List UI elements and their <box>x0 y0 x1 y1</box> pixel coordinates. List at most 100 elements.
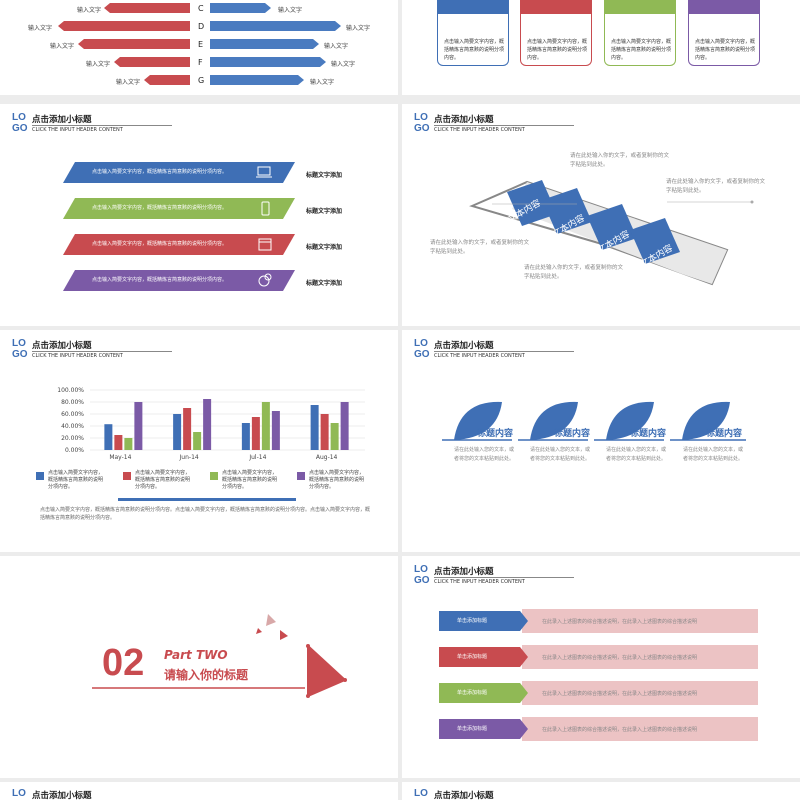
page-subtitle: CLICK THE INPUT HEADER CONTENT <box>434 351 574 359</box>
legend-text: 点击输入简要文字内容，概括精炼言简意赅的说明分项内容。 <box>135 470 191 490</box>
bar <box>251 417 260 450</box>
bar <box>193 432 202 450</box>
bar <box>104 424 113 450</box>
bar <box>261 402 270 450</box>
bar-text: 点击输入简要文字内容，概括精炼言简意赅的说明分项内容。 <box>92 169 228 175</box>
bar <box>271 411 280 450</box>
y-tick-label: 20.00% <box>61 435 84 442</box>
x-tick-label: Jun-14 <box>179 454 199 461</box>
section-title: 请输入你的标题 <box>164 668 249 682</box>
left-arrow-c <box>104 3 190 13</box>
right-label: 输入文字 <box>324 43 349 50</box>
y-tick-label: 100.00% <box>57 387 84 394</box>
x-tick-label: Aug-14 <box>316 454 338 461</box>
slide-8[interactable]: LO GO 点击添加小标题 CLICK THE INPUT HEADER CONT… <box>402 556 800 778</box>
section-number: 02 <box>102 642 145 684</box>
small-triangle-icon <box>256 628 262 634</box>
desc-text: 请在此处输入你的文字，或者复制你的文字粘贴到此处。 <box>570 153 670 168</box>
bar-text: 点击输入简要文字内容，概括精炼言简意赅的说明分项内容。 <box>92 277 228 283</box>
bar <box>340 402 349 450</box>
right-label: 输入文字 <box>278 7 303 14</box>
bar-text: 点击输入简要文字内容，概括精炼言简意赅的说明分项内容。 <box>92 205 228 211</box>
slide-3[interactable]: LO GO 点击添加小标题 CLICK THE INPUT HEADER CONT… <box>0 104 398 326</box>
page-title: 点击添加小标题 <box>32 791 92 800</box>
phone-icon <box>261 201 270 216</box>
leaf-desc: 请在此处输入您的文本，或者将您的文本粘贴到此处。 <box>454 447 515 462</box>
tab-rows <box>439 609 758 741</box>
page-subtitle: CLICK THE INPUT HEADER CONTENT <box>434 577 574 585</box>
bar-text: 点击输入简要文字内容，概括精炼言简意赅的说明分项内容。 <box>92 241 228 247</box>
logo: LO <box>12 788 26 799</box>
right-arrow-e <box>210 39 319 49</box>
bar <box>183 408 192 450</box>
leaf-icon <box>594 401 664 441</box>
logo: LO GO <box>414 564 430 586</box>
slide-5[interactable]: LO GO 点击添加小标题 CLICK THE INPUT HEADER CONT… <box>0 330 398 552</box>
row-label: 标题文字添加 <box>306 244 343 251</box>
page-title: 点击添加小标题 <box>434 115 494 125</box>
tab-button[interactable]: 单击添加标题 <box>457 726 488 732</box>
slide-4[interactable]: LO GO 点击添加小标题 CLICK THE INPUT HEADER CONT… <box>402 104 800 326</box>
logo: LO GO <box>414 112 430 134</box>
leaf-title: 标题内容 <box>630 429 667 439</box>
left-label: 输入文字 <box>77 7 102 14</box>
bar <box>320 414 329 450</box>
leaf-icon <box>518 401 588 441</box>
arrow-rows <box>58 3 341 85</box>
slide-2[interactable]: 点击输入简要文字内容，概括精炼言简意赅的说明分项内容。 点击输入简要文字内容，概… <box>402 0 800 95</box>
left-arrow-g <box>144 75 190 85</box>
page-title: 点击添加小标题 <box>434 567 494 577</box>
right-arrow-c <box>210 3 271 13</box>
tab-text: 在此录入上述图表的综合描述说明，在此录入上述图表的综合描述说明 <box>542 619 698 625</box>
y-tick-label: 0.00% <box>65 447 84 454</box>
slide-10[interactable]: LO 点击添加小标题 <box>402 782 800 800</box>
logo: LO <box>414 788 428 799</box>
y-tick-label: 60.00% <box>61 411 84 418</box>
small-triangle-icon <box>280 630 288 640</box>
row-label: 标题文字添加 <box>306 208 343 215</box>
bar <box>124 438 133 450</box>
note-text: 点击输入简要文字内容，概括精炼言简意赅的说明分项内容。点击输入简要文字内容，概括… <box>40 507 371 521</box>
leaf-title: 标题内容 <box>477 429 514 439</box>
letter: F <box>198 58 203 67</box>
leaves <box>442 401 746 441</box>
letter: E <box>198 40 204 49</box>
page-title: 点击添加小标题 <box>32 341 92 351</box>
leaf-desc: 请在此处输入您的文本，或者将您的文本粘贴到此处。 <box>683 447 744 462</box>
page-subtitle: CLICK THE INPUT HEADER CONTENT <box>434 125 574 133</box>
leaf-desc: 请在此处输入您的文本，或者将您的文本粘贴到此处。 <box>606 447 667 462</box>
leaf-desc: 请在此处输入您的文本，或者将您的文本粘贴到此处。 <box>530 447 591 462</box>
slide-7[interactable]: 02 Part TWO 请输入你的标题 <box>0 556 398 778</box>
recycle-icon <box>258 273 272 287</box>
tab-button[interactable]: 单击添加标题 <box>457 654 488 660</box>
y-tick-label: 80.00% <box>61 399 84 406</box>
tab-text: 在此录入上述图表的综合描述说明，在此录入上述图表的综合描述说明 <box>542 691 698 697</box>
letter: C <box>198 4 204 13</box>
triangle-icon <box>307 645 346 697</box>
legend-text: 点击输入简要文字内容，概括精炼言简意赅的说明分项内容。 <box>222 470 278 490</box>
leaf-icon <box>670 401 746 441</box>
bar <box>173 414 182 450</box>
bar <box>114 435 123 450</box>
bar <box>241 423 250 450</box>
page-subtitle: CLICK THE INPUT HEADER CONTENT <box>32 351 172 359</box>
card-red: 点击输入简要文字内容，概括精炼言简意赅的说明分项内容。 <box>520 0 592 66</box>
parallelogram-bars <box>63 162 295 291</box>
row-label: 标题文字添加 <box>306 280 343 287</box>
bar <box>310 405 319 450</box>
tab-text: 在此录入上述图表的综合描述说明，在此录入上述图表的综合描述说明 <box>542 655 698 661</box>
card-text: 点击输入简要文字内容，概括精炼言简意赅的说明分项内容。 <box>695 39 756 61</box>
slide-1[interactable]: 输入文字 输入文字 输入文字 输入文字 输入文字 C D E F G 输入文字 … <box>0 0 398 95</box>
legend-text: 点击输入简要文字内容，概括精炼言简意赅的说明分项内容。 <box>309 470 365 490</box>
slide-9[interactable]: LO 点击添加小标题 <box>0 782 398 800</box>
letter: D <box>198 22 205 31</box>
tab-button[interactable]: 单击添加标题 <box>457 618 488 624</box>
calendar-icon <box>258 238 272 251</box>
tab-button[interactable]: 单击添加标题 <box>457 690 488 696</box>
logo: LO GO <box>414 338 430 360</box>
right-arrow-d <box>210 21 341 31</box>
slide-6[interactable]: LO GO 点击添加小标题 CLICK THE INPUT HEADER CONT… <box>402 330 800 552</box>
x-tick-label: Jul-14 <box>248 454 266 461</box>
left-label: 输入文字 <box>86 61 111 68</box>
letter: G <box>198 76 205 85</box>
